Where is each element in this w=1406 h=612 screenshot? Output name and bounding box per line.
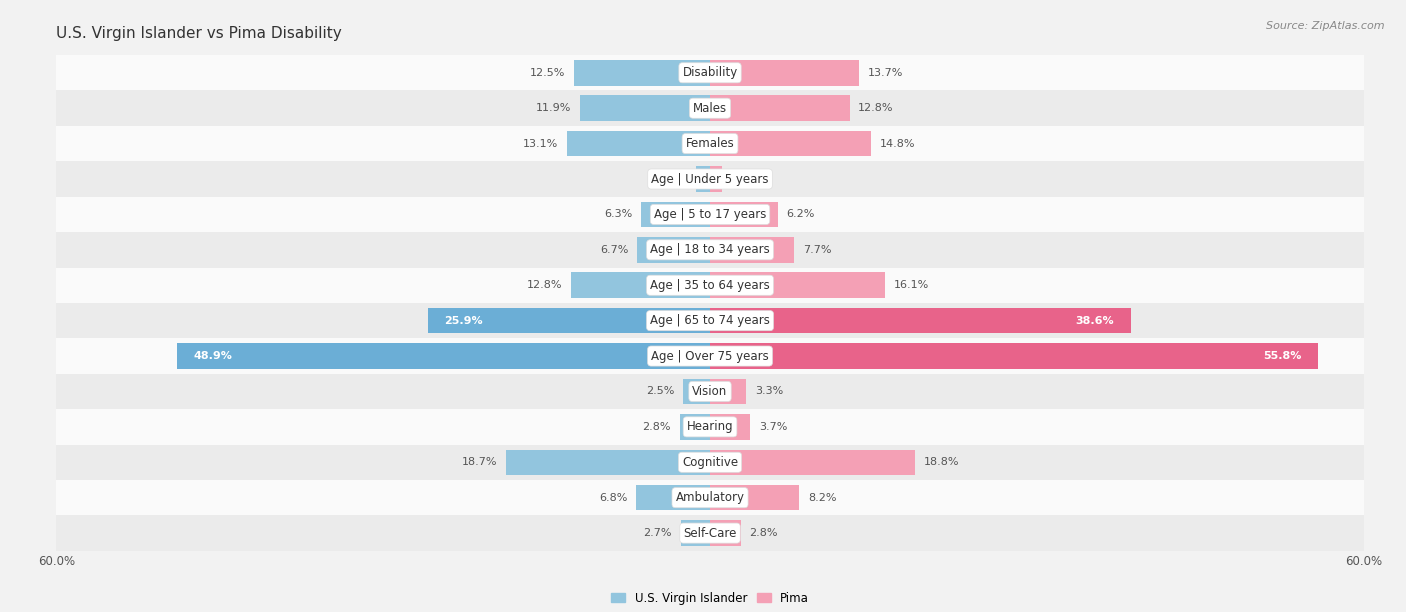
- Bar: [427, 308, 710, 334]
- Bar: [56, 515, 1364, 551]
- Text: Age | 5 to 17 years: Age | 5 to 17 years: [654, 208, 766, 221]
- Bar: [710, 343, 1317, 369]
- Text: Age | Under 5 years: Age | Under 5 years: [651, 173, 769, 185]
- Text: 7.7%: 7.7%: [803, 245, 831, 255]
- Bar: [177, 343, 710, 369]
- Text: 1.3%: 1.3%: [659, 174, 688, 184]
- Text: 55.8%: 55.8%: [1264, 351, 1302, 361]
- Text: 1.1%: 1.1%: [731, 174, 759, 184]
- Text: 18.7%: 18.7%: [463, 457, 498, 468]
- Text: 2.7%: 2.7%: [644, 528, 672, 538]
- Text: Disability: Disability: [682, 66, 738, 80]
- Bar: [681, 520, 710, 546]
- Bar: [56, 91, 1364, 126]
- Bar: [710, 166, 723, 192]
- Bar: [710, 414, 751, 439]
- Text: Females: Females: [686, 137, 734, 150]
- Text: 8.2%: 8.2%: [808, 493, 837, 502]
- Text: 13.1%: 13.1%: [523, 138, 558, 149]
- Bar: [56, 162, 1364, 196]
- Text: 3.3%: 3.3%: [755, 386, 783, 397]
- Bar: [710, 520, 741, 546]
- Bar: [710, 450, 915, 475]
- Text: Age | 18 to 34 years: Age | 18 to 34 years: [650, 244, 770, 256]
- Text: Males: Males: [693, 102, 727, 114]
- Bar: [506, 450, 710, 475]
- Text: 12.8%: 12.8%: [858, 103, 894, 113]
- Bar: [56, 232, 1364, 267]
- Bar: [56, 338, 1364, 374]
- Text: 38.6%: 38.6%: [1076, 316, 1115, 326]
- Text: 25.9%: 25.9%: [444, 316, 482, 326]
- Text: 18.8%: 18.8%: [924, 457, 959, 468]
- Bar: [637, 237, 710, 263]
- Bar: [571, 272, 710, 298]
- Text: Age | Over 75 years: Age | Over 75 years: [651, 349, 769, 362]
- Bar: [56, 196, 1364, 232]
- Bar: [696, 166, 710, 192]
- Bar: [710, 60, 859, 86]
- Text: Cognitive: Cognitive: [682, 456, 738, 469]
- Text: 13.7%: 13.7%: [868, 68, 904, 78]
- Bar: [710, 237, 794, 263]
- Bar: [56, 374, 1364, 409]
- Bar: [710, 202, 778, 227]
- Text: 12.5%: 12.5%: [530, 68, 565, 78]
- Text: 6.7%: 6.7%: [600, 245, 628, 255]
- Bar: [56, 480, 1364, 515]
- Bar: [574, 60, 710, 86]
- Text: 6.2%: 6.2%: [786, 209, 814, 220]
- Bar: [56, 267, 1364, 303]
- Bar: [56, 444, 1364, 480]
- Bar: [581, 95, 710, 121]
- Bar: [56, 55, 1364, 91]
- Bar: [710, 308, 1130, 334]
- Bar: [710, 95, 849, 121]
- Text: Age | 65 to 74 years: Age | 65 to 74 years: [650, 314, 770, 327]
- Text: U.S. Virgin Islander vs Pima Disability: U.S. Virgin Islander vs Pima Disability: [56, 26, 342, 42]
- Text: 48.9%: 48.9%: [194, 351, 232, 361]
- Text: 16.1%: 16.1%: [894, 280, 929, 290]
- Text: 2.8%: 2.8%: [749, 528, 778, 538]
- Bar: [710, 272, 886, 298]
- Text: 6.8%: 6.8%: [599, 493, 627, 502]
- Text: 14.8%: 14.8%: [880, 138, 915, 149]
- Bar: [710, 131, 872, 156]
- Text: 12.8%: 12.8%: [526, 280, 562, 290]
- Text: Ambulatory: Ambulatory: [675, 491, 745, 504]
- Text: 11.9%: 11.9%: [536, 103, 572, 113]
- Text: Source: ZipAtlas.com: Source: ZipAtlas.com: [1267, 21, 1385, 31]
- Bar: [710, 379, 747, 404]
- Bar: [56, 126, 1364, 162]
- Text: Age | 35 to 64 years: Age | 35 to 64 years: [650, 278, 770, 292]
- Bar: [636, 485, 710, 510]
- Bar: [641, 202, 710, 227]
- Text: 3.7%: 3.7%: [759, 422, 787, 432]
- Bar: [683, 379, 710, 404]
- Bar: [710, 485, 800, 510]
- Text: Hearing: Hearing: [686, 420, 734, 433]
- Legend: U.S. Virgin Islander, Pima: U.S. Virgin Islander, Pima: [606, 587, 814, 610]
- Text: 2.8%: 2.8%: [643, 422, 671, 432]
- Text: Vision: Vision: [692, 385, 728, 398]
- Bar: [56, 303, 1364, 338]
- Bar: [679, 414, 710, 439]
- Bar: [567, 131, 710, 156]
- Text: Self-Care: Self-Care: [683, 526, 737, 540]
- Bar: [56, 409, 1364, 444]
- Text: 6.3%: 6.3%: [605, 209, 633, 220]
- Text: 2.5%: 2.5%: [645, 386, 673, 397]
